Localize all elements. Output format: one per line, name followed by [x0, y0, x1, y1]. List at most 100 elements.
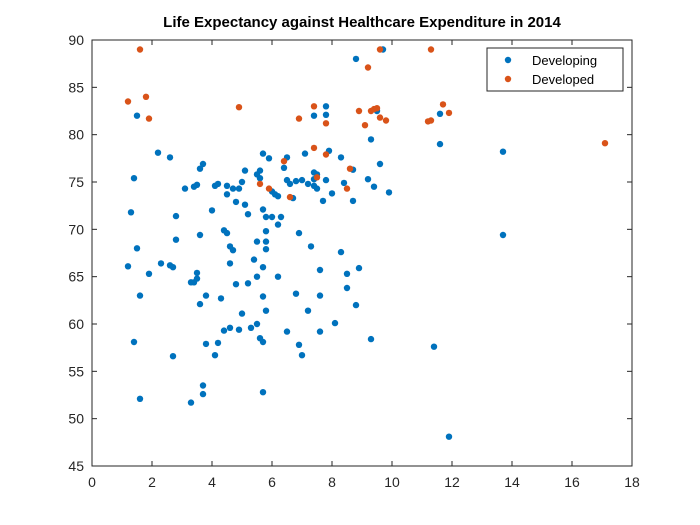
x-tick-label: 16	[564, 474, 580, 490]
data-point	[196, 300, 204, 308]
data-point	[430, 343, 438, 350]
series-developed	[124, 46, 609, 201]
y-tick-label: 45	[68, 458, 84, 474]
legend: Developing Developed	[486, 47, 624, 92]
data-point	[199, 382, 207, 389]
legend-label: Developed	[532, 72, 594, 87]
data-point	[124, 98, 132, 105]
data-point	[307, 243, 315, 250]
data-point	[226, 260, 234, 267]
data-point	[310, 112, 318, 119]
data-point	[382, 117, 390, 124]
data-point	[376, 46, 384, 53]
data-point	[328, 190, 336, 197]
data-point	[355, 264, 363, 272]
data-points	[124, 46, 609, 440]
plot-area	[92, 40, 632, 466]
data-point	[229, 247, 237, 254]
data-point	[208, 207, 216, 214]
data-point	[277, 213, 285, 221]
data-point	[295, 341, 303, 348]
data-point	[445, 433, 453, 440]
x-tick-label: 18	[624, 474, 640, 490]
x-tick-label: 10	[384, 474, 400, 490]
data-point	[169, 264, 177, 271]
x-tick-label: 4	[208, 474, 216, 490]
x-tick-label: 14	[504, 474, 520, 490]
data-point	[337, 154, 345, 161]
data-point	[265, 155, 273, 162]
data-point	[145, 115, 153, 122]
data-point	[253, 273, 261, 280]
y-tick-label: 75	[68, 174, 84, 190]
data-point	[322, 120, 330, 127]
data-point	[193, 275, 201, 282]
data-point	[214, 339, 222, 347]
data-point	[196, 165, 204, 172]
data-point	[181, 185, 189, 192]
data-point	[337, 248, 345, 256]
y-tick-label: 60	[68, 316, 84, 332]
data-point	[298, 176, 306, 184]
data-point	[436, 110, 444, 118]
data-point	[268, 213, 276, 221]
x-tick-label: 0	[88, 474, 96, 490]
data-point	[370, 183, 378, 190]
data-point	[322, 151, 330, 158]
data-point	[130, 175, 138, 182]
data-point	[274, 221, 282, 228]
data-point	[265, 185, 273, 192]
data-point	[313, 174, 321, 181]
data-point	[232, 281, 240, 288]
data-point	[259, 150, 267, 157]
data-point	[133, 245, 141, 252]
data-point	[427, 46, 435, 53]
data-point	[343, 185, 351, 192]
axes: 0 2 4 6 8 10 12 14 16 18 45 50 55 60 65 70 75 80 85 90	[68, 32, 640, 490]
data-point	[238, 310, 246, 317]
data-point	[316, 266, 324, 274]
legend-marker	[504, 56, 512, 64]
data-point	[244, 211, 252, 218]
data-point	[352, 301, 360, 309]
data-point	[157, 260, 165, 267]
data-point	[292, 290, 300, 297]
data-point	[295, 229, 303, 237]
data-point	[601, 140, 609, 147]
data-point	[169, 353, 177, 360]
data-point	[319, 197, 327, 205]
data-point	[220, 327, 228, 334]
y-tick-label: 80	[68, 127, 84, 143]
data-point	[322, 111, 330, 119]
data-point	[124, 263, 132, 270]
data-point	[256, 167, 264, 174]
data-point	[376, 160, 384, 168]
data-point	[295, 115, 303, 122]
data-point	[253, 320, 261, 328]
data-point	[172, 236, 180, 243]
data-point	[136, 46, 144, 53]
data-point	[304, 180, 312, 188]
data-point	[259, 338, 267, 346]
data-point	[355, 107, 363, 115]
data-point	[376, 114, 384, 121]
data-point	[340, 179, 348, 187]
data-point	[187, 399, 195, 406]
data-point	[310, 103, 318, 110]
data-point	[199, 390, 207, 398]
data-point	[259, 389, 267, 396]
data-point	[202, 292, 210, 299]
data-point	[166, 154, 174, 161]
data-point	[223, 229, 231, 237]
data-point	[280, 158, 288, 165]
data-point	[262, 238, 270, 245]
data-point	[352, 55, 360, 63]
data-point	[322, 176, 330, 184]
data-point	[196, 231, 204, 239]
data-point	[316, 328, 324, 335]
data-point	[211, 352, 219, 359]
data-point	[262, 246, 270, 253]
data-point	[280, 164, 288, 171]
